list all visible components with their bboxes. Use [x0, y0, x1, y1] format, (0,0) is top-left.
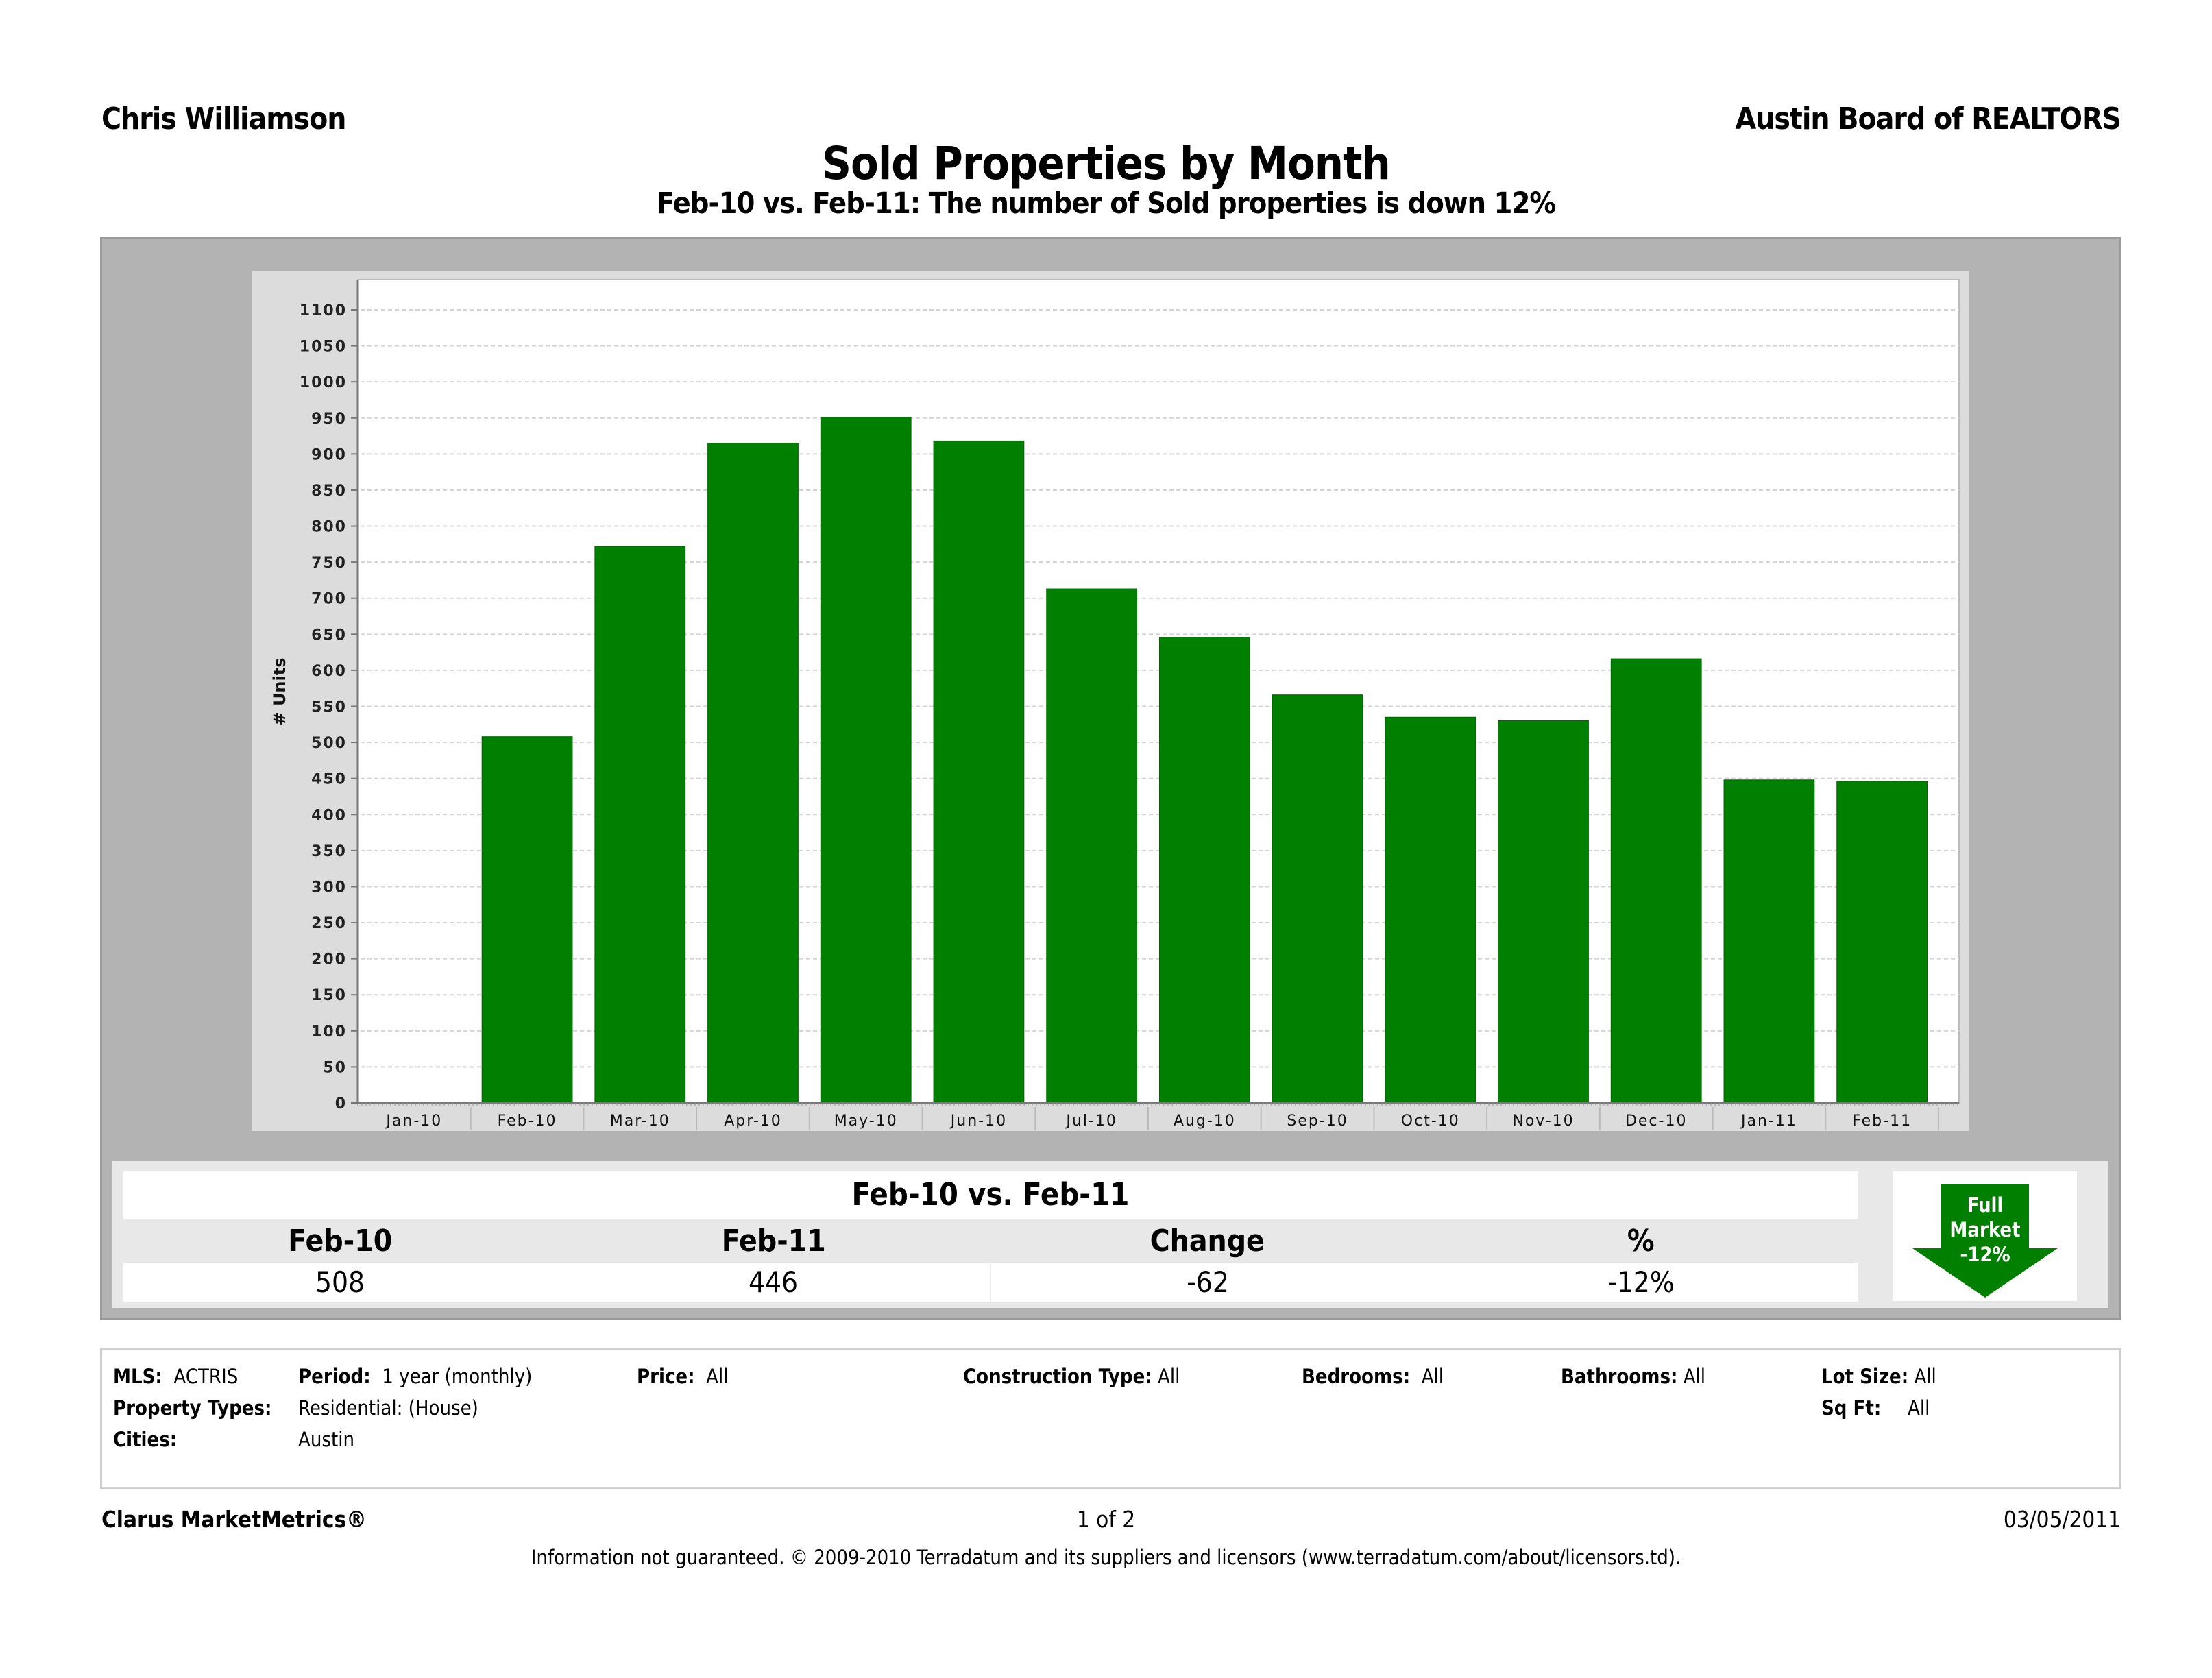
- x-tick-label: Jun-10: [949, 1112, 1007, 1130]
- bar: [1836, 781, 1928, 1104]
- criteria-cities-value: Austin: [298, 1428, 354, 1451]
- y-tick-label: 800: [311, 519, 347, 536]
- comparison-value-period1: 508: [315, 1265, 365, 1299]
- report-title: Sold Properties by Month: [822, 137, 1391, 190]
- y-tick-label: 100: [311, 1023, 347, 1041]
- x-tick-label: Dec-10: [1625, 1112, 1688, 1130]
- bar: [1158, 637, 1250, 1104]
- criteria-sqft-value: All: [1908, 1396, 1930, 1420]
- criteria-lot-size: Lot Size: All: [1821, 1365, 1936, 1388]
- x-tick-label: May-10: [834, 1112, 898, 1130]
- y-tick-label: 400: [311, 807, 347, 824]
- comparison-header-percent: %: [1627, 1224, 1655, 1258]
- report-subtitle: Feb-10 vs. Feb-11: The number of Sold pr…: [656, 186, 1556, 221]
- bar: [594, 546, 686, 1104]
- x-tick-label: Mar-10: [610, 1112, 670, 1130]
- x-tick-label: Nov-10: [1512, 1112, 1574, 1130]
- page-indicator: 1 of 2: [1076, 1506, 1136, 1533]
- y-tick-label: 650: [311, 627, 347, 644]
- badge-line-full: Full: [1967, 1193, 2004, 1217]
- badge-line-market: Market: [1949, 1218, 2021, 1241]
- market-trend-badge: [1893, 1171, 2077, 1301]
- y-tick-label: 950: [311, 411, 347, 428]
- comparison-value-percent: -12%: [1607, 1265, 1675, 1299]
- comparison-header-change: Change: [1150, 1224, 1265, 1258]
- comparison-header-row: Feb-10 Feb-11 Change %: [123, 1220, 1858, 1263]
- x-tick-label: Jul-10: [1065, 1112, 1117, 1130]
- criteria-mls: MLS: ACTRIS: [113, 1365, 239, 1388]
- y-tick-label: 700: [311, 591, 347, 608]
- bar: [933, 440, 1025, 1104]
- y-tick-label: 1000: [300, 374, 347, 391]
- bar: [1723, 779, 1815, 1104]
- y-tick-label: 550: [311, 699, 347, 716]
- brand-name: Clarus MarketMetrics®: [101, 1506, 367, 1533]
- y-tick-label: 200: [311, 951, 347, 969]
- x-tick-label: Feb-10: [498, 1112, 557, 1130]
- y-tick-label: 850: [311, 483, 347, 500]
- x-tick-label: Jan-11: [1740, 1112, 1797, 1130]
- criteria-price: Price: All: [637, 1365, 729, 1388]
- x-tick-label: Oct-10: [1401, 1112, 1460, 1130]
- x-tick-label: Jan-10: [385, 1112, 442, 1130]
- comparison-value-change: -62: [990, 1263, 1424, 1302]
- y-tick-label: 300: [311, 879, 347, 896]
- search-criteria-box: MLS: ACTRIS Period: 1 year (monthly) Pri…: [100, 1348, 2121, 1489]
- down-arrow-icon: [1912, 1184, 2058, 1298]
- y-tick-label: 50: [323, 1059, 347, 1076]
- report-date: 03/05/2011: [2003, 1506, 2121, 1533]
- agent-name: Chris Williamson: [101, 101, 346, 136]
- x-tick-label: Sep-10: [1287, 1112, 1348, 1130]
- comparison-header-period2: Feb-11: [721, 1224, 826, 1258]
- criteria-sqft-label: Sq Ft:: [1821, 1396, 1882, 1420]
- y-axis-title: # Units: [270, 657, 289, 725]
- y-tick-label: 0: [335, 1095, 347, 1112]
- criteria-bedrooms: Bedrooms: All: [1302, 1365, 1444, 1388]
- comparison-value-row: 508 446 -62 -12%: [123, 1263, 1858, 1302]
- comparison-header-period1: Feb-10: [288, 1224, 393, 1258]
- criteria-property-types-value: Residential: (House): [298, 1396, 478, 1420]
- badge-line-percent: -12%: [1960, 1243, 2010, 1266]
- y-tick-label: 350: [311, 843, 347, 860]
- y-tick-label: 500: [311, 735, 347, 752]
- x-tick-label: Apr-10: [724, 1112, 782, 1130]
- y-tick-label: 600: [311, 663, 347, 680]
- y-tick-label: 1100: [300, 302, 347, 319]
- bar: [1046, 588, 1138, 1104]
- y-tick-label: 750: [311, 555, 347, 572]
- criteria-period: Period: 1 year (monthly): [298, 1365, 533, 1388]
- x-tick-label: Aug-10: [1174, 1112, 1236, 1130]
- comparison-title: Feb-10 vs. Feb-11: [123, 1171, 1858, 1219]
- bar: [1610, 658, 1702, 1104]
- y-tick-label: 250: [311, 915, 347, 932]
- criteria-property-types-label: Property Types:: [113, 1396, 272, 1420]
- y-tick-label: 150: [311, 987, 347, 1004]
- bar: [1272, 694, 1363, 1104]
- board-name: Austin Board of REALTORS: [1735, 101, 2122, 136]
- criteria-cities-label: Cities:: [113, 1428, 178, 1451]
- criteria-construction: Construction Type: All: [963, 1365, 1180, 1388]
- y-tick-label: 900: [311, 446, 347, 463]
- bar: [707, 443, 799, 1104]
- bar-chart: 0 50 100 150 200 250 300 350 400 450 500 550 600 650 7…: [270, 279, 1960, 1130]
- y-tick-label: 450: [311, 771, 347, 788]
- criteria-bathrooms: Bathrooms: All: [1561, 1365, 1706, 1388]
- bar: [1498, 720, 1589, 1104]
- bar: [1385, 716, 1476, 1104]
- bar: [820, 417, 912, 1104]
- market-trend-label: Full Market -12%: [1893, 1193, 2077, 1267]
- y-tick-label: 1050: [300, 339, 347, 356]
- comparison-value-period2: 446: [748, 1265, 799, 1299]
- x-tick-label: Feb-11: [1852, 1112, 1912, 1130]
- disclaimer: Information not guaranteed. © 2009-2010 …: [531, 1546, 1681, 1569]
- bar: [481, 736, 573, 1104]
